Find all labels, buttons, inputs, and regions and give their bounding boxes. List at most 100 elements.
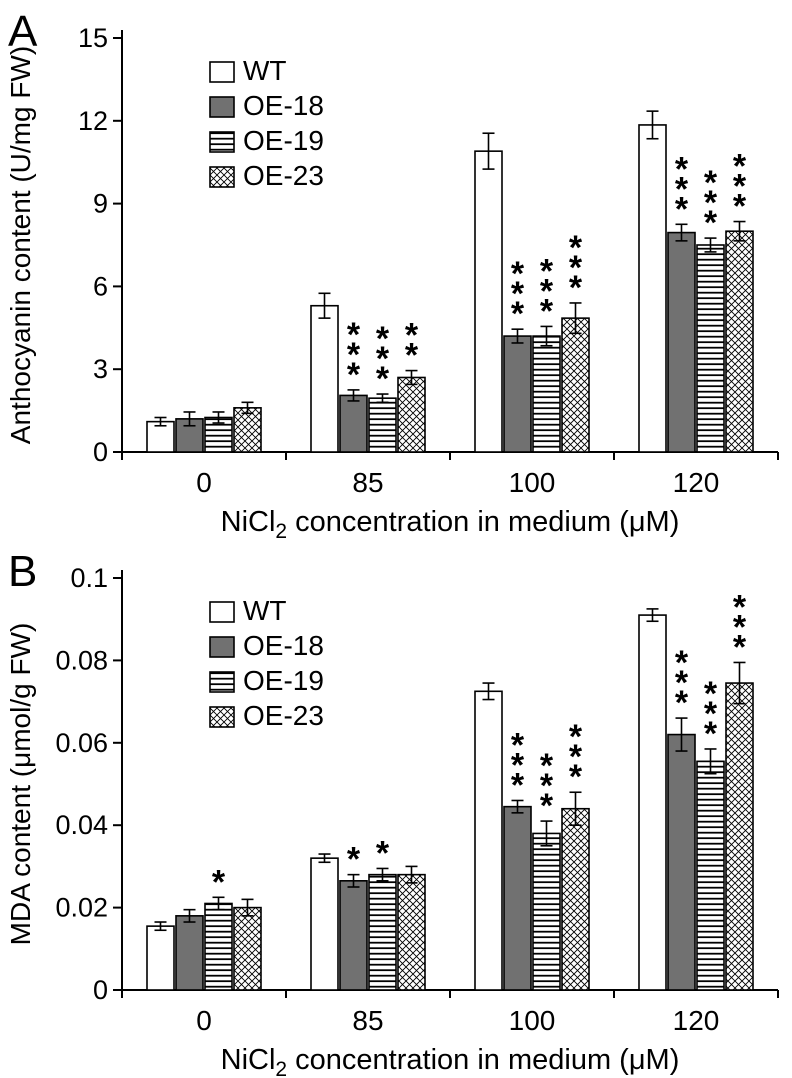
significance-asterisk: * [569, 229, 583, 267]
y-tick-label: 0.08 [55, 645, 108, 675]
significance-asterisk: * [347, 841, 361, 879]
y-tick-label: 0 [93, 437, 108, 467]
significance-asterisk: * [347, 316, 361, 354]
legend-swatch-OE-18 [209, 96, 235, 118]
significance-asterisk: * [511, 726, 525, 764]
significance-asterisk: * [511, 275, 525, 313]
x-tick-label: 0 [196, 1005, 212, 1036]
significance-asterisk: * [569, 249, 583, 287]
panel-letter: B [8, 547, 37, 596]
significance-asterisk: * [540, 252, 554, 290]
legend-label-OE-18: OE-18 [243, 630, 324, 661]
significance-asterisk: * [704, 164, 718, 202]
x-tick-label: 120 [673, 467, 720, 498]
significance-asterisk: * [540, 747, 554, 785]
bar-OE-19 [696, 760, 725, 991]
x-tick-label: 85 [352, 1005, 383, 1036]
bar-OE-23 [725, 682, 754, 991]
y-tick-label: 0.04 [55, 810, 108, 840]
legend-swatch-WT [209, 601, 235, 623]
panel-a-chart: A 0 3 6 9 12 15 0 85 100 120 NiCl2 concentration in… [5, 7, 779, 540]
significance-asterisk: * [675, 684, 689, 722]
significance-asterisk: * [675, 190, 689, 228]
y-tick-label: 6 [93, 271, 108, 301]
x-tick-label: 85 [352, 467, 383, 498]
bar-OE-23 [561, 807, 590, 991]
x-tick-label: 100 [509, 1005, 556, 1036]
y-tick-label: 9 [93, 189, 108, 219]
significance-asterisk: * [347, 356, 361, 394]
significance-asterisk: * [540, 767, 554, 805]
legend-label-OE-19: OE-19 [243, 125, 324, 156]
significance-asterisk: * [569, 758, 583, 796]
significance-asterisk: * [733, 188, 747, 226]
y-tick-label: 15 [78, 23, 108, 53]
significance-asterisk: * [511, 766, 525, 804]
legend-label-OE-18: OE-18 [243, 90, 324, 121]
significance-asterisk: * [511, 746, 525, 784]
bar-OE-19 [532, 832, 561, 991]
legend-swatch-OE-19 [209, 671, 235, 693]
bar-WT [638, 614, 667, 991]
bar-OE-18 [339, 394, 368, 453]
bar-OE-19 [204, 902, 233, 991]
significance-asterisk: * [540, 292, 554, 330]
bar-WT [474, 690, 503, 991]
panel-letter: A [8, 7, 38, 56]
significance-asterisk: * [511, 295, 525, 333]
bar-OE-19 [532, 335, 561, 453]
legend-swatch-WT [209, 61, 235, 83]
x-tick-label: 100 [509, 467, 556, 498]
bar-OE-19 [696, 244, 725, 453]
significance-asterisk: * [376, 360, 390, 398]
y-tick-label: 3 [93, 354, 108, 384]
significance-asterisk: * [540, 787, 554, 825]
y-axis-title: Anthocyanin content (U/mg FW) [5, 46, 36, 444]
significance-asterisk: * [675, 644, 689, 682]
bar-OE-18 [667, 231, 696, 453]
bar-WT [474, 150, 503, 453]
bar-OE-23 [397, 376, 426, 453]
bar-OE-23 [397, 873, 426, 991]
x-axis-title: NiCl2 concentration in medium (μM) [221, 506, 680, 540]
bar-OE-19 [368, 397, 397, 453]
significance-asterisk: * [405, 337, 419, 375]
significance-asterisk: * [704, 715, 718, 753]
legend-label-OE-23: OE-23 [243, 700, 324, 731]
bar-OE-18 [503, 805, 532, 991]
x-tick-label: 120 [673, 1005, 720, 1036]
significance-asterisk: * [675, 150, 689, 188]
bar-OE-23 [561, 317, 590, 453]
significance-asterisk: * [704, 184, 718, 222]
significance-asterisk: * [733, 608, 747, 646]
significance-asterisk: * [569, 269, 583, 307]
significance-asterisk: * [675, 170, 689, 208]
significance-asterisk: * [376, 834, 390, 872]
significance-asterisk: * [733, 148, 747, 186]
significance-asterisk: * [511, 255, 525, 293]
x-axis-title: NiCl2 concentration in medium (μM) [221, 1044, 680, 1078]
significance-asterisk: * [376, 340, 390, 378]
legend-label-OE-23: OE-23 [243, 160, 324, 191]
significance-asterisk: * [704, 204, 718, 242]
bar-WT [146, 925, 175, 991]
significance-asterisk: * [704, 675, 718, 713]
significance-asterisk: * [733, 588, 747, 626]
y-tick-label: 0.06 [55, 728, 108, 758]
legend-label-WT: WT [243, 55, 287, 86]
legend-swatch-OE-23 [209, 706, 235, 728]
panel-b-chart: B 0 0.02 0.04 0.06 0.08 0.1 0 85 100 120 NiCl2 conc… [5, 547, 779, 1078]
significance-asterisk: * [540, 272, 554, 310]
bar-WT [638, 124, 667, 453]
legend-label-OE-19: OE-19 [243, 665, 324, 696]
bar-OE-23 [233, 407, 262, 453]
significance-asterisk: * [675, 664, 689, 702]
significance-asterisk: * [569, 738, 583, 776]
bar-OE-18 [667, 733, 696, 991]
significance-asterisk: * [212, 863, 226, 901]
x-tick-label: 0 [196, 467, 212, 498]
y-tick-label: 0 [93, 975, 108, 1005]
bar-WT [310, 304, 339, 453]
bar-OE-18 [503, 335, 532, 453]
y-axis-title: MDA content (μmol/g FW) [5, 623, 36, 946]
